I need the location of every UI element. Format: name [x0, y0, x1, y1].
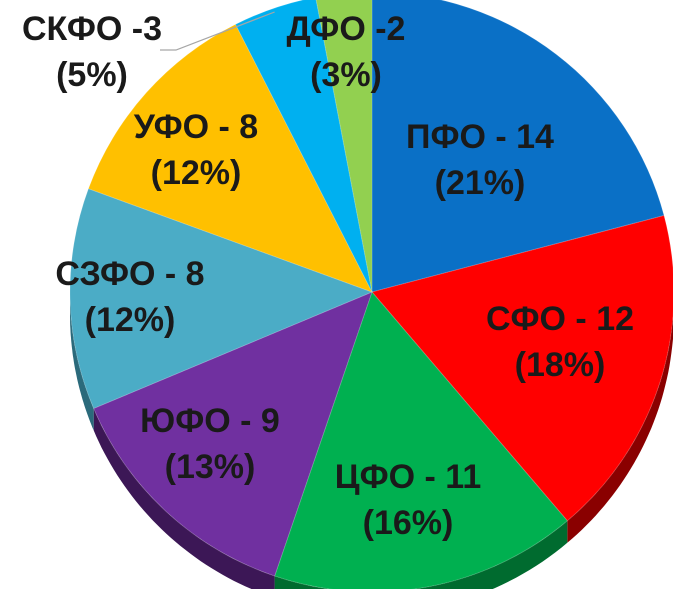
pie-slice-7	[234, 0, 373, 293]
pie-top-layer	[69, 0, 673, 593]
slice-percent-label-7: (5%)	[56, 56, 128, 94]
pie-slice-side-4	[93, 408, 275, 594]
slice-percent-label-6: (12%)	[151, 154, 242, 192]
pie-slice-3	[274, 291, 569, 593]
slice-percent-label-3: (16%)	[363, 504, 454, 542]
slice-percent-label-2: (18%)	[515, 346, 606, 384]
slice-label-6: УФО - 8	[134, 108, 258, 146]
pie-slice-5	[69, 188, 374, 410]
pie-slice-4	[93, 291, 373, 577]
pie-slice-side-5	[70, 292, 94, 431]
slice-percent-label-5: (12%)	[85, 301, 176, 339]
slice-percent-label-8: (3%)	[310, 56, 382, 94]
pie-slice-side-3	[274, 520, 568, 594]
leader-line-skfo	[160, 11, 275, 51]
slice-percent-label-1: (21%)	[435, 164, 526, 202]
pie-slice-1	[371, 0, 665, 293]
slice-label-4: ЮФО - 9	[140, 402, 280, 440]
slice-label-2: СФО - 12	[486, 300, 634, 338]
slice-label-7: СКФО -3	[22, 10, 162, 48]
slice-label-5: СЗФО - 8	[55, 255, 204, 293]
slice-percent-label-4: (13%)	[165, 448, 256, 486]
slice-label-8: ДФО -2	[287, 10, 406, 48]
slice-label-1: ПФО - 14	[406, 118, 554, 156]
pie-slice-2	[371, 214, 673, 522]
pie-side-layer	[70, 292, 673, 594]
leader-line-layer	[160, 11, 275, 51]
slice-label-3: ЦФО - 11	[335, 458, 481, 496]
label-layer: ПФО - 14 (21%) СФО - 12 (18%) ЦФО - 11 (16%) Ю…	[22, 10, 634, 542]
pie-slice-8	[315, 0, 373, 293]
pie-slice-side-2	[567, 316, 673, 543]
